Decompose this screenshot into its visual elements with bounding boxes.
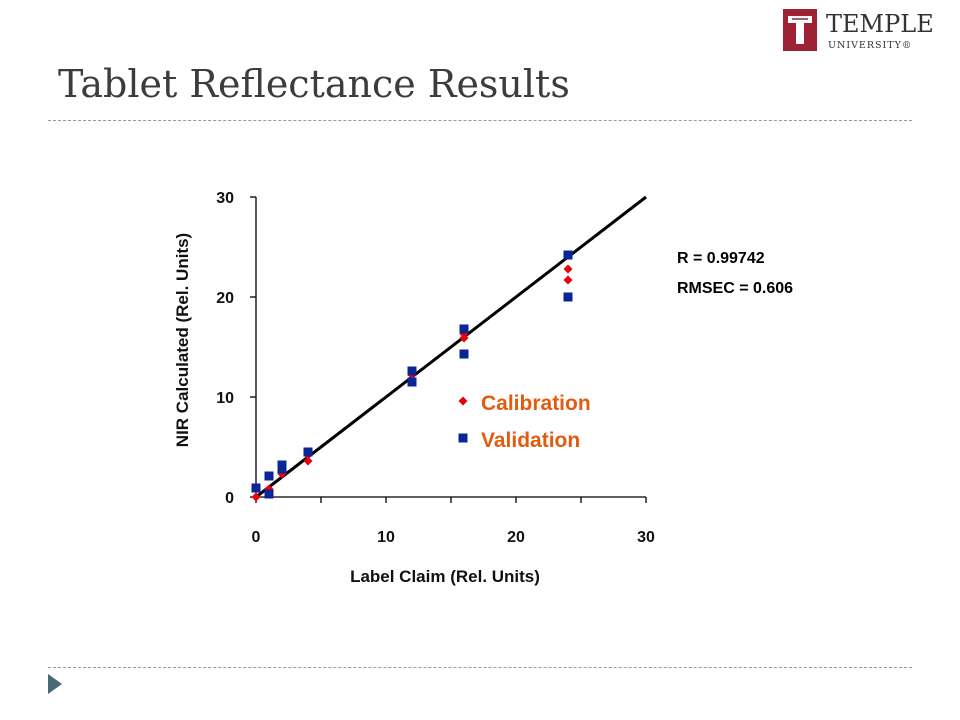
x-tick-label: 30 — [637, 529, 655, 546]
title-divider — [48, 120, 912, 121]
validation-point — [459, 349, 469, 359]
validation-point — [264, 471, 274, 481]
validation-point — [563, 292, 573, 302]
calibration-point — [563, 275, 573, 285]
rmsec-text: RMSEC = 0.606 — [677, 280, 794, 297]
fit-line-group — [255, 195, 647, 499]
x-tick-label: 0 — [252, 529, 261, 546]
legend-calibration-label: Calibration — [481, 392, 591, 415]
validation-point — [303, 447, 313, 457]
temple-t-mark — [783, 9, 817, 51]
x-tick-label: 20 — [507, 529, 525, 546]
calibration-point — [563, 264, 573, 274]
footer-arrow-icon — [48, 674, 62, 694]
y-axis-label: NIR Calculated (Rel. Units) — [173, 233, 192, 447]
validation-point — [459, 324, 469, 334]
x-tick-label: 10 — [377, 529, 395, 546]
temple-university-logo: TEMPLE UNIVERSITY® — [782, 8, 942, 56]
correlation-text: R = 0.99742 — [677, 250, 765, 267]
chart-axes: 0 10 20 30 0 10 20 30 — [216, 190, 655, 546]
validation-point — [277, 460, 287, 470]
slide-title: Tablet Reflectance Results — [58, 62, 570, 106]
validation-point — [407, 377, 417, 387]
x-axis-label: Label Claim (Rel. Units) — [350, 567, 540, 586]
validation-point — [563, 250, 573, 260]
chart-legend: Calibration Validation — [458, 392, 591, 452]
y-tick-label: 0 — [225, 490, 234, 507]
logo-name: TEMPLE — [826, 10, 934, 38]
validation-point — [264, 489, 274, 499]
fit-statistics: R = 0.99742 RMSEC = 0.606 — [677, 244, 793, 304]
y-tick-label: 30 — [216, 190, 234, 207]
validation-point — [407, 366, 417, 376]
calibration-point — [303, 456, 313, 466]
y-tick-label: 20 — [216, 290, 234, 307]
legend-validation-label: Validation — [481, 429, 580, 452]
logo-subtitle: UNIVERSITY® — [828, 40, 913, 51]
legend-calibration-marker — [458, 396, 468, 406]
y-tick-label: 10 — [216, 390, 234, 407]
legend-validation-marker — [458, 433, 468, 443]
footer-divider — [48, 667, 912, 668]
calibration-point — [251, 492, 261, 502]
validation-point — [251, 483, 261, 493]
fit-line — [255, 195, 647, 499]
data-points — [251, 250, 573, 502]
